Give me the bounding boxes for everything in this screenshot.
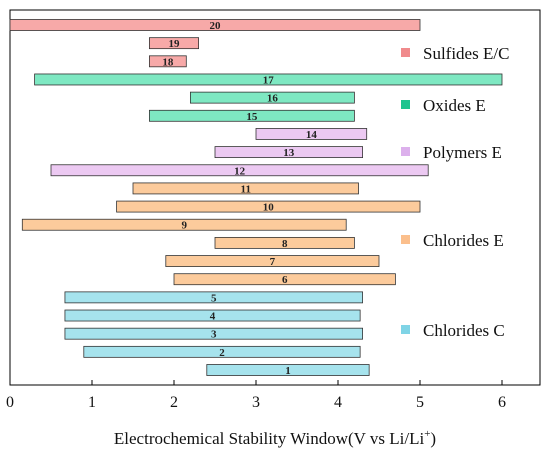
bar-label-8: 8 <box>282 238 288 250</box>
bar-rect-16 <box>189 91 355 104</box>
bar-rect-19 <box>148 37 199 50</box>
bar-15: 15 <box>148 109 355 123</box>
bar-label-9: 9 <box>182 220 188 232</box>
legend-label-chloridesC: Chlorides C <box>423 321 505 340</box>
legend-marker-polymers <box>401 147 410 156</box>
legend-marker-chloridesC <box>401 325 410 334</box>
legend-item-oxides: Oxides E <box>401 96 486 115</box>
bar-11: 11 <box>132 182 359 195</box>
legend-item-chloridesE: Chlorides E <box>401 231 504 250</box>
x-tick-label-0: 0 <box>6 394 14 411</box>
x-ticks: 0 1 2 3 4 5 6 <box>6 380 506 411</box>
bar-label-19: 19 <box>169 38 181 50</box>
bar-10: 10 <box>116 200 421 214</box>
bar-label-17: 17 <box>263 74 275 86</box>
x-tick-label-6: 6 <box>498 394 506 411</box>
bar-label-10: 10 <box>263 202 275 214</box>
bar-label-18: 18 <box>162 56 174 68</box>
bar-3: 3 <box>64 327 364 341</box>
bar-rect-7 <box>165 255 380 267</box>
bar-19: 19 <box>148 37 199 50</box>
legend-label-sulfides: Sulfides E/C <box>423 44 509 63</box>
bar-label-14: 14 <box>306 129 318 141</box>
bar-rect-18 <box>148 55 187 68</box>
bar-rect-20 <box>9 19 421 31</box>
x-axis-title-sup: + <box>424 428 430 440</box>
bar-8: 8 <box>214 236 355 250</box>
bar-label-7: 7 <box>270 256 276 268</box>
bar-2: 2 <box>83 345 361 359</box>
bar-rect-11 <box>132 182 359 195</box>
legend-item-sulfides: Sulfides E/C <box>401 44 509 63</box>
bar-6: 6 <box>173 273 396 286</box>
x-tick-label-1: 1 <box>88 394 96 411</box>
x-tick-label-3: 3 <box>252 394 260 411</box>
bar-rect-8 <box>214 236 355 249</box>
bar-label-11: 11 <box>241 183 251 195</box>
bar-label-1: 1 <box>285 365 291 377</box>
bar-14: 14 <box>255 128 368 141</box>
bar-rect-15 <box>148 109 355 122</box>
bar-20: 20 <box>9 19 421 32</box>
x-axis-title-main: Electrochemical Stability Window(V vs Li… <box>114 429 425 448</box>
bar-rect-14 <box>255 128 368 140</box>
x-axis-title: Electrochemical Stability Window(V vs Li… <box>114 428 436 448</box>
legend-label-chloridesE: Chlorides E <box>423 231 504 250</box>
bar-label-4: 4 <box>210 311 216 323</box>
bar-1: 1 <box>206 364 370 377</box>
bar-label-3: 3 <box>211 329 217 341</box>
legend-label-oxides: Oxides E <box>423 96 486 115</box>
bar-rect-13 <box>214 146 364 159</box>
bar-18: 18 <box>148 55 187 68</box>
bar-label-12: 12 <box>234 165 246 177</box>
bar-rect-10 <box>116 200 421 213</box>
x-tick-label-2: 2 <box>170 394 178 411</box>
bar-rect-1 <box>206 364 370 376</box>
x-tick-label-4: 4 <box>334 394 342 411</box>
legend-label-polymers: Polymers E <box>423 143 502 162</box>
legend-item-chloridesC: Chlorides C <box>401 321 505 340</box>
bar-rect-3 <box>64 327 364 340</box>
legend-marker-sulfides <box>401 48 410 57</box>
bar-label-6: 6 <box>282 274 288 286</box>
bar-label-5: 5 <box>211 292 217 304</box>
bar-5: 5 <box>64 291 364 304</box>
bar-13: 13 <box>214 146 364 159</box>
x-tick-label-5: 5 <box>416 394 424 411</box>
bar-rect-17 <box>34 73 503 86</box>
bar-7: 7 <box>165 255 380 268</box>
bar-label-20: 20 <box>210 20 222 32</box>
plot-frame <box>9 9 541 386</box>
x-axis-title-end: ) <box>430 429 436 448</box>
bar-17: 17 <box>34 73 503 86</box>
legend-item-polymers: Polymers E <box>401 143 502 162</box>
legend-marker-oxides <box>401 100 410 109</box>
bar-12: 12 <box>50 164 429 177</box>
bar-label-13: 13 <box>283 147 295 159</box>
legend: Sulfides E/C Oxides E Polymers E Chlorides … <box>401 44 509 340</box>
bar-rect-9 <box>21 218 347 231</box>
bar-4: 4 <box>64 309 361 323</box>
bar-rect-12 <box>50 164 429 177</box>
bar-9: 9 <box>21 218 347 232</box>
bar-rect-4 <box>64 309 361 322</box>
bar-rect-2 <box>83 345 361 358</box>
bar-label-2: 2 <box>219 347 225 359</box>
bar-label-15: 15 <box>246 111 258 123</box>
bar-rect-6 <box>173 273 396 286</box>
bar-16: 16 <box>189 91 355 105</box>
bars-layer: 20 19 18 17 16 15 14 13 12 11 10 9 876 5 4 32 1 <box>9 19 503 377</box>
legend-marker-chloridesE <box>401 235 410 244</box>
bar-rect-5 <box>64 291 364 304</box>
bar-label-16: 16 <box>267 93 279 105</box>
